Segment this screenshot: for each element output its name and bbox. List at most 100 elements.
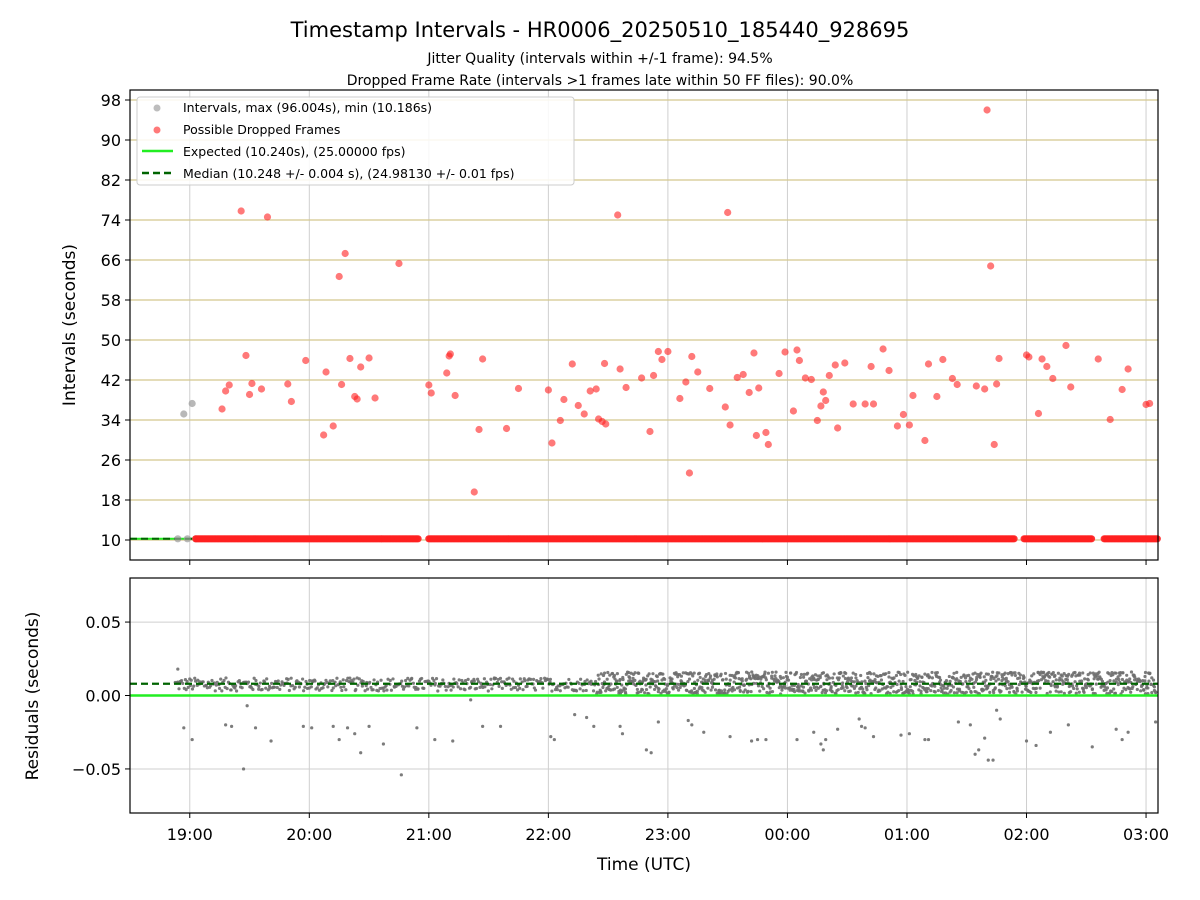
residual-point	[839, 671, 843, 675]
residual-point	[733, 676, 738, 680]
residual-point	[1131, 685, 1135, 689]
residual-point	[903, 673, 907, 677]
residual-point	[812, 677, 816, 682]
residual-point	[599, 690, 603, 695]
residual-point	[213, 689, 217, 693]
residual-point	[852, 680, 856, 684]
residual-point	[237, 678, 241, 683]
residual-point	[656, 679, 660, 683]
residual-point	[871, 735, 876, 739]
residual-point	[529, 677, 533, 681]
dropped-frame-point	[548, 439, 556, 447]
residual-point	[539, 677, 543, 681]
dropped-frame-point	[649, 371, 658, 380]
chart-subtitle-jitter: Jitter Quality (intervals within +/-1 fr…	[426, 51, 772, 67]
residual-point	[907, 691, 911, 696]
residuals-y-tick-label: −0.05	[72, 760, 121, 779]
residual-point	[774, 670, 778, 674]
residual-point	[177, 687, 181, 691]
dropped-frame-point	[905, 421, 913, 429]
residual-point	[301, 689, 306, 693]
residual-point	[474, 686, 479, 691]
residual-point	[463, 679, 468, 683]
residual-point	[706, 686, 710, 690]
residual-point	[676, 675, 680, 679]
residual-point	[1146, 686, 1150, 690]
residual-point	[229, 688, 233, 692]
residual-point	[268, 686, 272, 690]
dropped-frame-point	[284, 380, 292, 388]
residual-point	[567, 677, 571, 682]
residual-point	[276, 679, 280, 683]
intervals-y-tick-label: 26	[101, 451, 121, 470]
residual-point	[1015, 689, 1020, 693]
dropped-frame-point	[622, 383, 630, 392]
residual-point	[763, 670, 767, 674]
residual-point	[743, 688, 747, 692]
residuals-y-tick-label: 0.05	[85, 613, 121, 632]
residual-point	[1013, 673, 1018, 678]
residual-point	[707, 672, 711, 676]
legend-intervals-marker	[153, 104, 161, 112]
residual-point	[633, 678, 637, 682]
residual-point	[584, 688, 588, 693]
residual-point	[872, 672, 876, 676]
dropped-frame-point	[745, 388, 753, 397]
residual-point	[788, 686, 792, 690]
residual-point	[762, 687, 766, 691]
residual-point	[1105, 686, 1110, 690]
residual-point	[891, 684, 895, 688]
residual-point	[614, 679, 619, 683]
residual-point	[986, 758, 990, 762]
residual-point	[1117, 677, 1121, 682]
residual-point	[382, 689, 386, 693]
residual-point	[1139, 689, 1143, 693]
dropped-frame-point	[222, 387, 230, 395]
residual-point	[805, 671, 810, 675]
residual-point	[330, 688, 334, 693]
residual-point	[696, 678, 700, 682]
residual-point	[860, 680, 864, 684]
residual-point	[799, 672, 804, 677]
dropped-frame-point	[933, 392, 941, 401]
residual-point	[989, 674, 994, 678]
residual-point	[182, 726, 186, 730]
residual-point	[293, 685, 297, 689]
residual-point	[940, 688, 944, 692]
residual-point	[644, 687, 649, 692]
residual-point	[328, 679, 332, 683]
residual-point	[1059, 690, 1063, 694]
residual-point	[541, 686, 545, 690]
residual-point	[1084, 686, 1089, 690]
residual-point	[1106, 680, 1110, 684]
residual-point	[1013, 671, 1017, 675]
residual-point	[353, 732, 357, 736]
residual-point	[190, 737, 194, 742]
residual-point	[973, 752, 977, 756]
residual-point	[214, 683, 218, 687]
residual-point	[297, 685, 302, 689]
dropped-frame-point	[664, 347, 672, 356]
residuals-y-axis-label: Residuals (seconds)	[23, 612, 43, 781]
dropped-frame-point	[948, 374, 957, 383]
dropped-frame-point	[893, 422, 902, 430]
residual-point	[1038, 686, 1042, 690]
residual-point	[964, 680, 968, 684]
residual-point	[190, 687, 195, 691]
residual-point	[224, 723, 228, 727]
residual-point	[879, 674, 883, 678]
residual-point	[201, 680, 205, 684]
residual-point	[550, 689, 554, 693]
residual-point	[844, 671, 848, 675]
residual-point	[1143, 674, 1147, 679]
residual-point	[796, 682, 800, 687]
residual-point	[766, 671, 771, 675]
residual-point	[335, 676, 339, 680]
residual-point	[1082, 690, 1086, 695]
residual-point	[254, 678, 258, 683]
intervals-panel: 10 18 26 34 42 50 58 66 74 82 90 98 Intervals (seco…	[60, 89, 1161, 565]
dropped-frame-point	[817, 402, 825, 410]
residual-point	[1083, 677, 1087, 681]
residual-point	[548, 677, 553, 681]
residual-point	[509, 687, 513, 691]
